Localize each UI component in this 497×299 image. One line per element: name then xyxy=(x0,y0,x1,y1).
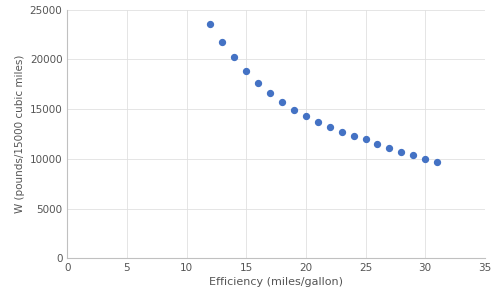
X-axis label: Efficiency (miles/gallon): Efficiency (miles/gallon) xyxy=(209,277,343,287)
Point xyxy=(278,100,286,105)
Point xyxy=(337,129,345,134)
Point xyxy=(349,133,357,138)
Y-axis label: W (pounds/15000 cubic miles): W (pounds/15000 cubic miles) xyxy=(15,55,25,213)
Point xyxy=(242,68,250,73)
Point xyxy=(266,90,274,95)
Point xyxy=(314,120,322,124)
Point xyxy=(254,80,262,85)
Point xyxy=(433,160,441,164)
Point xyxy=(206,22,214,27)
Point xyxy=(373,141,381,146)
Point xyxy=(290,107,298,112)
Point xyxy=(218,40,226,45)
Point xyxy=(409,153,417,158)
Point xyxy=(397,150,405,154)
Point xyxy=(230,55,238,60)
Point xyxy=(385,145,393,150)
Point xyxy=(421,156,429,161)
Point xyxy=(302,114,310,119)
Point xyxy=(326,125,333,130)
Point xyxy=(361,137,369,141)
